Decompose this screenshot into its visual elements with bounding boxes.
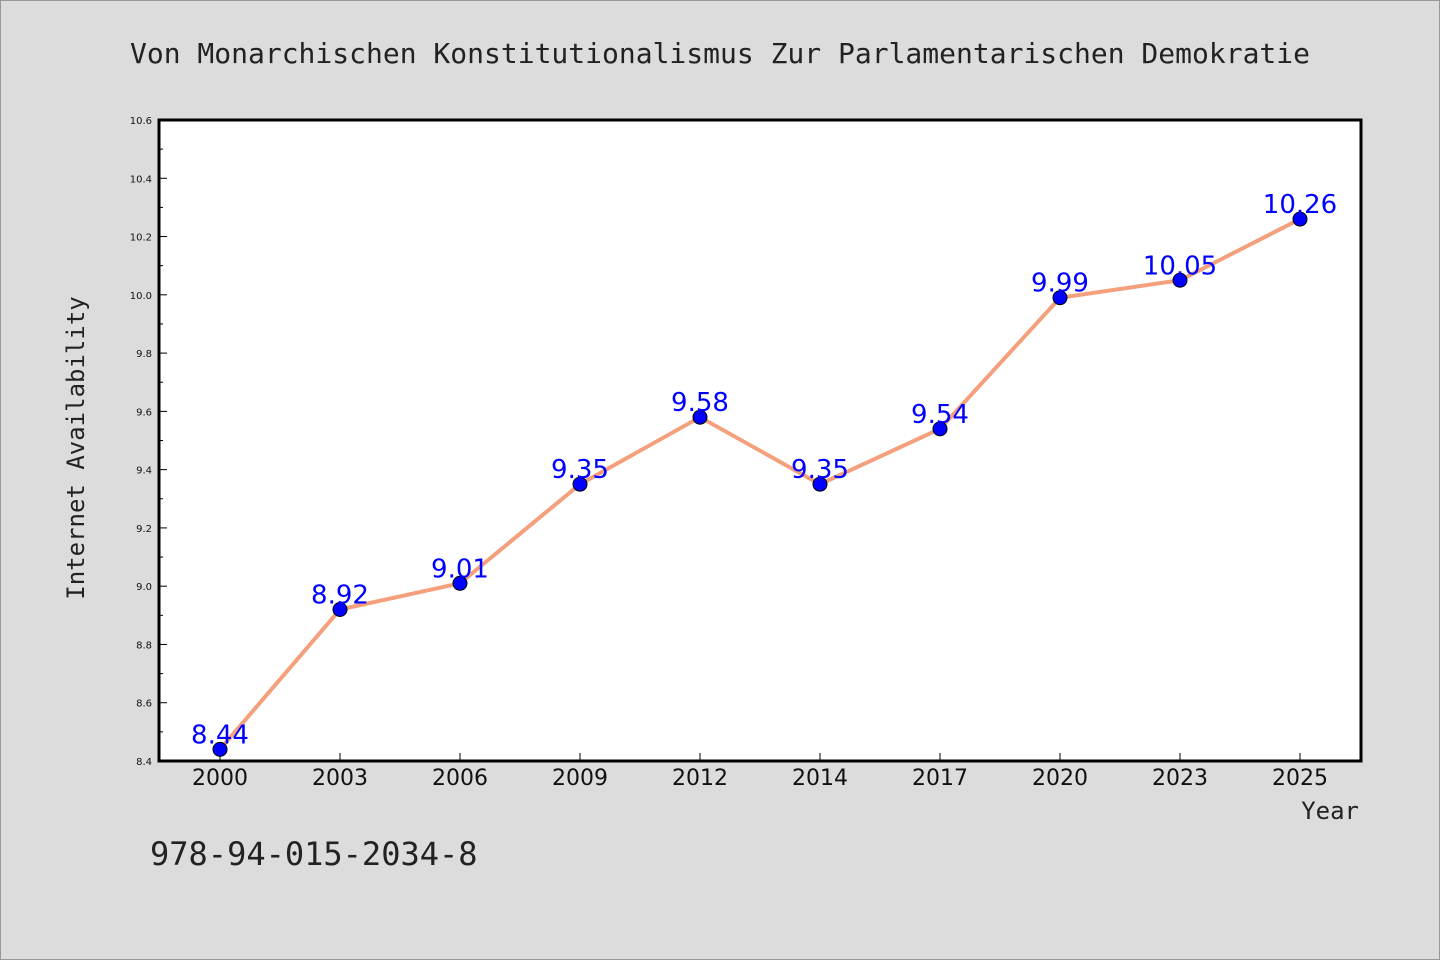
y-axis-label: Internet Availability [62,296,90,599]
plot-area [159,120,1361,761]
x-tick-label: 2023 [1152,766,1208,791]
data-label: 8.44 [191,720,249,750]
data-point-marker [1052,290,1068,306]
y-tick-label: 9.8 [136,349,152,360]
data-label: 9.35 [551,455,609,485]
data-labels: 8.44 8.92 9.01 9.35 9.58 9.35 9.54 9.99 10.05 10.… [191,190,1337,750]
data-label: 10.05 [1143,251,1217,281]
data-point-marker [932,421,948,437]
data-point-marker [812,476,828,492]
x-tick-label: 2000 [192,766,248,791]
x-tick-label: 2014 [792,766,848,791]
y-tick-label: 9.2 [136,524,152,535]
data-point-marker [212,741,228,757]
y-tick-label: 10.4 [130,174,152,185]
data-label: 8.92 [311,580,369,610]
data-point-marker [332,601,348,617]
y-axis: 8.4 8.6 8.8 9.0 9.2 9.4 9.6 9.8 10.0 10.2 10.4 10.6 [130,116,167,768]
y-tick-label: 9.0 [136,582,152,593]
x-tick-label: 2006 [432,766,488,791]
y-tick-label: 8.4 [136,757,152,768]
plot-frame [157,118,1363,763]
data-label: 9.54 [911,400,969,430]
x-axis: 2000 2003 2006 2009 2012 2014 2017 2020 2023 2025 [192,753,1328,791]
series-markers [212,211,1308,757]
y-tick-label: 10.6 [130,116,152,127]
series-line [218,217,1302,752]
data-label: 9.99 [1031,269,1089,299]
data-point-marker [452,575,468,591]
y-tick-label: 8.6 [136,699,152,710]
x-tick-label: 2017 [912,766,968,791]
y-tick-label: 9.6 [136,407,152,418]
x-tick-label: 2020 [1032,766,1088,791]
chart-title: Von Monarchischen Konstitutionalismus Zu… [130,37,1310,70]
data-label: 9.58 [671,388,729,418]
y-tick-label: 8.8 [136,640,152,651]
isbn-text: 978-94-015-2034-8 [150,835,478,873]
x-axis-label: Year [1301,797,1359,825]
x-tick-label: 2009 [552,766,608,791]
y-tick-label: 10.0 [130,291,152,302]
x-tick-label: 2012 [672,766,728,791]
x-tick-label: 2025 [1272,766,1328,791]
data-point-marker [572,476,588,492]
data-label: 10.26 [1263,190,1337,220]
data-point-marker [692,409,708,425]
data-label: 9.01 [431,554,489,584]
y-tick-label: 10.2 [130,233,152,244]
data-point-marker [1292,211,1308,227]
data-label: 9.35 [791,455,849,485]
data-point-marker [1172,272,1188,288]
y-tick-label: 9.4 [136,466,152,477]
x-tick-label: 2003 [312,766,368,791]
